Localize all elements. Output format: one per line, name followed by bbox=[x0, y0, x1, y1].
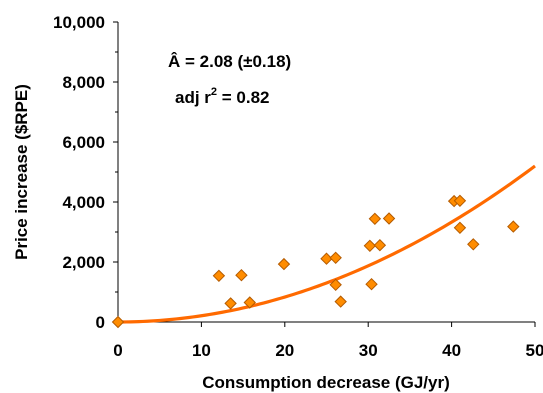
data-point bbox=[453, 194, 467, 208]
data-point bbox=[235, 268, 248, 282]
fit-curve bbox=[117, 164, 536, 324]
data-point bbox=[277, 257, 291, 271]
data-point bbox=[224, 297, 237, 310]
y-tick-label: 4,000 bbox=[62, 193, 105, 212]
annotation-coefficient: Â = 2.08 (±0.18) bbox=[168, 52, 291, 71]
data-point bbox=[243, 296, 256, 309]
data-point bbox=[365, 277, 378, 291]
y-axis-title: Price increase ($RPE) bbox=[12, 84, 31, 260]
x-tick-label: 0 bbox=[113, 341, 122, 360]
data-point bbox=[329, 251, 342, 265]
annotation-r-rest: = 0.82 bbox=[217, 88, 269, 107]
data-point bbox=[382, 212, 396, 225]
data-points bbox=[111, 194, 520, 329]
data-point bbox=[507, 220, 520, 233]
data-point bbox=[212, 269, 226, 283]
x-tick-label: 30 bbox=[359, 341, 378, 360]
x-tick-label: 20 bbox=[275, 341, 294, 360]
annotation-r-squared: adj r2 = 0.82 bbox=[175, 86, 270, 107]
annotation-r-sup: 2 bbox=[211, 86, 217, 98]
data-point bbox=[334, 295, 347, 308]
data-point bbox=[467, 238, 480, 251]
x-tick-label: 10 bbox=[192, 341, 211, 360]
y-tick-label: 10,000 bbox=[53, 13, 105, 32]
annotation-r-base: adj r bbox=[175, 88, 211, 107]
data-point bbox=[368, 212, 382, 226]
data-point bbox=[320, 252, 333, 265]
x-tick-label: 50 bbox=[526, 341, 543, 360]
y-tick-label: 6,000 bbox=[62, 133, 105, 152]
annotation: Â = 2.08 (±0.18) adj r2 = 0.82 bbox=[168, 52, 291, 107]
data-point bbox=[453, 221, 467, 235]
y-tick-label: 0 bbox=[96, 313, 105, 332]
axes: 0 2,000 4,000 6,000 8,000 10,000 0 10 20 30 40 50 bbox=[53, 13, 543, 360]
data-point bbox=[363, 239, 377, 253]
x-axis-title: Consumption decrease (GJ/yr) bbox=[202, 373, 450, 392]
data-point bbox=[373, 238, 387, 252]
data-point bbox=[329, 278, 342, 292]
data-point bbox=[111, 315, 125, 329]
y-tick-label: 8,000 bbox=[62, 73, 105, 92]
y-tick-label: 2,000 bbox=[62, 253, 105, 272]
x-tick-label: 40 bbox=[442, 341, 461, 360]
